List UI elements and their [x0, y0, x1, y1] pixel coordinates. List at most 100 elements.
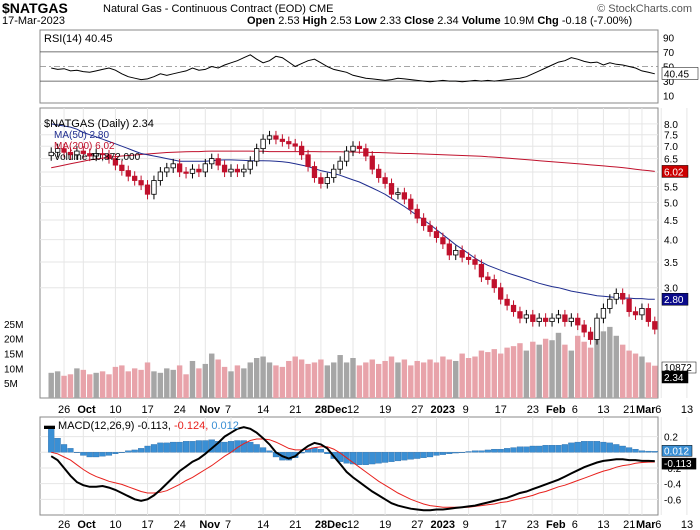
volume-bar	[74, 368, 80, 398]
candle	[241, 168, 247, 173]
volume-bar	[99, 371, 106, 398]
price-legend: $NATGAS (Daily) 2.34	[44, 118, 154, 130]
volume-bar	[183, 374, 189, 398]
price-x-tick: Oct	[77, 404, 96, 416]
candle	[485, 276, 491, 280]
volume-bar	[343, 362, 350, 398]
volume-bar	[478, 350, 485, 398]
candle	[106, 154, 112, 159]
macd-histogram-bar	[548, 445, 556, 453]
candle	[523, 314, 530, 319]
volume-bar	[555, 332, 562, 398]
candle	[594, 317, 600, 340]
volume-bar	[530, 341, 536, 398]
macd-histogram-bar	[516, 446, 524, 453]
candle	[74, 150, 80, 156]
candle	[504, 298, 510, 306]
macd-histogram-bar	[529, 445, 536, 453]
macd-histogram-bar	[112, 452, 119, 454]
candle	[382, 177, 388, 184]
macd-histogram-bar	[587, 441, 594, 453]
candle	[99, 153, 106, 156]
volume-bar	[189, 360, 196, 398]
macd-x-tick: 9	[463, 519, 469, 530]
macd-tick-label: -0.2	[664, 464, 682, 475]
macd-line	[50, 426, 655, 512]
candle	[555, 314, 562, 319]
volume-bar	[279, 366, 286, 398]
volume-bar	[170, 369, 176, 398]
volume-bar	[594, 338, 600, 398]
candle	[491, 279, 497, 289]
candle	[331, 168, 337, 179]
macd-histogram-bar	[497, 448, 504, 453]
candle	[645, 308, 652, 322]
macd-histogram-bar	[285, 452, 292, 461]
volume-bar	[446, 359, 453, 398]
volume-bar	[157, 372, 164, 398]
macd-x-tick: 28Dec	[315, 519, 347, 530]
volume-bar	[626, 350, 632, 398]
volume-bar	[388, 356, 395, 398]
macd-histogram-bar	[118, 452, 125, 453]
volume-bar	[144, 362, 151, 398]
volume-bar	[305, 363, 311, 398]
candle	[453, 250, 459, 256]
volume-bar	[164, 368, 170, 398]
macd-x-tick: 17	[495, 519, 507, 530]
macd-legend: ▬ MACD(12,26,9) -0.113, -0.124, 0.012	[44, 420, 239, 432]
macd-histogram-bar	[144, 445, 151, 453]
volume-bar	[491, 349, 497, 398]
candle	[440, 237, 446, 245]
macd-histogram-bar	[362, 452, 369, 465]
volume-bar	[125, 371, 131, 398]
ma200-legend: MA(200) 6.02	[54, 141, 115, 152]
macd-histogram-bar	[645, 450, 652, 453]
candle	[433, 231, 440, 239]
volume-bar	[48, 372, 54, 398]
volume-bar	[517, 343, 523, 398]
volume-bar	[504, 347, 510, 398]
volume-bar	[151, 371, 157, 398]
macd-x-tick: Nov	[199, 519, 221, 530]
macd-histogram-bar	[105, 452, 113, 456]
candle	[164, 167, 170, 173]
macd-x-tick: Oct	[77, 519, 96, 530]
candle	[363, 148, 369, 157]
macd-legend-histogram: 0.012	[211, 420, 239, 432]
volume-bar	[632, 353, 639, 398]
candle	[247, 160, 253, 170]
macd-x-tick: 21	[289, 519, 301, 530]
macd-tick-label: -0.4	[664, 480, 682, 491]
macd-histogram-bar	[182, 441, 190, 453]
price-tick-label: 4.0	[664, 236, 678, 247]
candle	[170, 163, 176, 169]
candle	[542, 317, 549, 322]
volume-bar	[420, 362, 427, 398]
price-x-tick: 21	[289, 404, 301, 416]
volume-bar	[568, 350, 575, 398]
macd-histogram-bar	[93, 452, 100, 458]
macd-histogram-bar	[125, 450, 132, 453]
copyright-notice: © StockCharts.com	[597, 3, 692, 15]
macd-histogram-bar	[561, 444, 568, 453]
volume-bar	[247, 362, 253, 398]
macd-histogram-bar	[382, 452, 389, 463]
high-value: 2.53	[330, 15, 352, 27]
price-tick-label: 3.0	[664, 284, 678, 295]
volume-bar	[465, 358, 472, 398]
volume-bar	[234, 365, 241, 398]
price-x-tick: Nov	[199, 404, 221, 416]
volume-bar	[311, 362, 318, 398]
macd-histogram-bar	[253, 444, 260, 453]
candle	[369, 155, 375, 170]
macd-x-tick: 27	[411, 519, 423, 530]
candle	[388, 183, 395, 195]
candle	[305, 154, 311, 167]
macd-histogram-bar	[48, 428, 55, 453]
candle	[337, 160, 343, 170]
price-tick-label: 6.5	[664, 155, 678, 166]
price-last-value-box	[661, 370, 689, 384]
volume-bar	[427, 359, 433, 398]
